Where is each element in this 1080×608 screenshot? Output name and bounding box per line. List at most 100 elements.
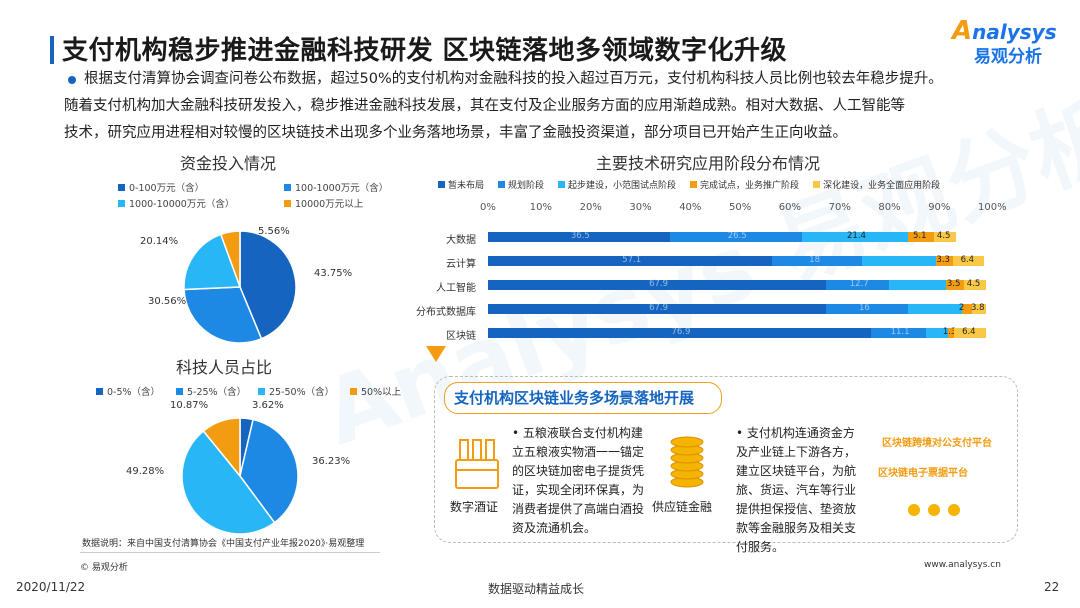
bar-data-label: 16 [858,303,870,313]
bar-category-label: 分布式数据库 [416,307,476,318]
x-tick-label: 50% [729,202,752,213]
pie2-legend-item: 0-5%（含） [96,384,160,398]
title-accent-bar [50,36,54,64]
bar-chart-title: 主要技术研究应用阶段分布情况 [596,154,821,173]
bar-data-label: 67.9 [649,303,668,313]
bar-data-label: 18 [809,255,820,265]
x-tick-label: 20% [579,202,602,213]
pie-slice [239,230,297,340]
bar-segment [946,280,964,290]
bar-data-label: 6.4 [962,327,976,337]
bar-legend: 暂未布局 规划阶段 起步建设，小范围试点阶段 完成试点，业务推广阶段 深化建设，… [438,178,940,191]
liquor-bottles-icon [455,439,499,489]
bar-segment [908,232,934,242]
pie-slice [202,417,241,479]
bar-data-label: 4.5 [966,279,981,289]
bar-data-label: 11.1 [890,327,910,337]
bar-legend-item: 深化建设，业务全面应用阶段 [813,178,940,191]
bar-data-label: 2 [958,303,965,313]
bar-segment [952,256,985,266]
bar-data-label: 1.3 [942,327,957,337]
panel-title: 支付机构区块链业务多场景落地开展 [454,389,695,407]
bar-segment [947,328,955,338]
scenario-panel [434,376,1018,543]
bar-data-label: 21.4 [847,231,866,241]
bar-data-label: 5.1 [913,231,927,241]
pie2-title: 科技人员占比 [176,358,273,377]
pie-slice [239,418,299,524]
pie-slice [219,230,241,288]
bullet-dot [68,76,76,84]
bar-segment [889,280,947,290]
bar-segment [488,280,827,290]
bar-data-label: 3.3 [936,255,950,265]
bar-segment [826,280,890,290]
brand-logo: Analysys 易观分析 [952,16,1062,70]
bar-segment [772,256,862,266]
bar-segment [488,328,871,338]
bar-data-label: 4.5 [936,231,951,241]
bar-segment [826,304,908,314]
x-tick-label: 80% [878,202,901,213]
panel-title-tab [444,382,722,414]
logo-a-glyph: A [952,16,973,46]
intro-line-2: 随着支付机构加大金融科技研发投入，稳步推进金融科技发展，其在支付及企业服务方面的… [64,98,905,114]
pie-slice [183,233,242,291]
bar-legend-item: 完成试点，业务推广阶段 [690,178,799,191]
pie1-label-20: 20.14% [140,236,179,247]
pie2-label-36: 36.23% [312,456,351,467]
bar-segment [488,304,827,314]
website-link[interactable]: www.analysys.cn [924,560,1001,570]
pie1-chart [183,230,297,344]
intro-line-1: 根据支付清算协会调查问卷公布数据，超过50%的支付机构对金融科技的投入超过百万元… [84,71,943,87]
bar-data-label: 6.4 [960,255,975,265]
x-tick-label: 40% [679,202,702,213]
bar-data-label: 67.9 [649,279,668,289]
data-source-note: 数据说明：来自中国支付清算协会《中国支付产业年报2020》·易观整理 [82,539,365,549]
page-number: 22 [1044,580,1060,594]
bar-segment [488,256,773,266]
copyright: © 易观分析 [80,563,128,573]
pie-slice [181,429,276,535]
pie1-title: 资金投入情况 [180,154,277,173]
bar-data-label: 12.7 [849,279,869,289]
decor-dot [908,504,920,516]
bar-data-label: 36.5 [570,231,590,241]
card1-text: • 五粮液联合支付机构建立五粮液实物酒一一锚定的区块链加密电子提货凭证，实现全闭… [512,426,645,535]
bar-legend-item: 起步建设，小范围试点阶段 [558,178,676,191]
bar-category-label: 云计算 [446,259,476,270]
triangle-pointer-icon [426,346,446,362]
bar-segment [801,232,909,242]
bar-data-label: 76.9 [671,327,691,337]
bar-segment [488,232,670,242]
bar-segment [870,328,927,338]
bar-segment [669,232,802,242]
coin-stack-icon [670,436,704,488]
logo-text-en: Analysys [952,16,1057,46]
decor-dot [948,504,960,516]
pie2-legend-item: 50%以上 [350,384,401,398]
bar-segment [926,328,948,338]
side-platform-2: 区块链电子票据平台 [878,468,968,479]
bar-legend-item: 规划阶段 [498,178,544,191]
bar-data-label: 3.8 [971,303,985,313]
bar-segment [963,280,986,290]
x-tick-label: 60% [778,202,802,213]
pie1-legend-item: 1000-10000万元（含） [118,196,234,210]
pie1-label-43: 43.75% [314,268,353,279]
pie1-label-5: 5.56% [258,226,290,237]
pie-slice [183,286,263,344]
logo-text-cn: 易观分析 [974,47,1042,67]
card3-text: • 支付机构连通资金方及产业链上下游各方，建立区块链平台，为航旅、货运、汽车等行… [736,426,857,554]
bar-segment [933,232,957,242]
bar-chart: 0% 10% 20% 30% 40% 50% 60% 70% 80% 90% 100% 大数据 36.5… [416,202,1007,342]
bar-data-label: 57.1 [622,255,642,265]
pie2-label-10: 10.87% [170,400,209,411]
x-tick-label: 100% [978,202,1007,213]
pie1-legend-item: 0-100万元（含） [118,180,204,194]
pie2-label-49: 49.28% [126,466,165,477]
pie2-legend-item: 5-25%（含） [176,384,246,398]
bar-segment [936,256,953,266]
x-tick-label: 70% [828,202,851,213]
intro-line-3: 技术，研究应用进程相对较慢的区块链技术出现多个业务落地场景，丰富了金融投资渠道，… [64,125,847,141]
